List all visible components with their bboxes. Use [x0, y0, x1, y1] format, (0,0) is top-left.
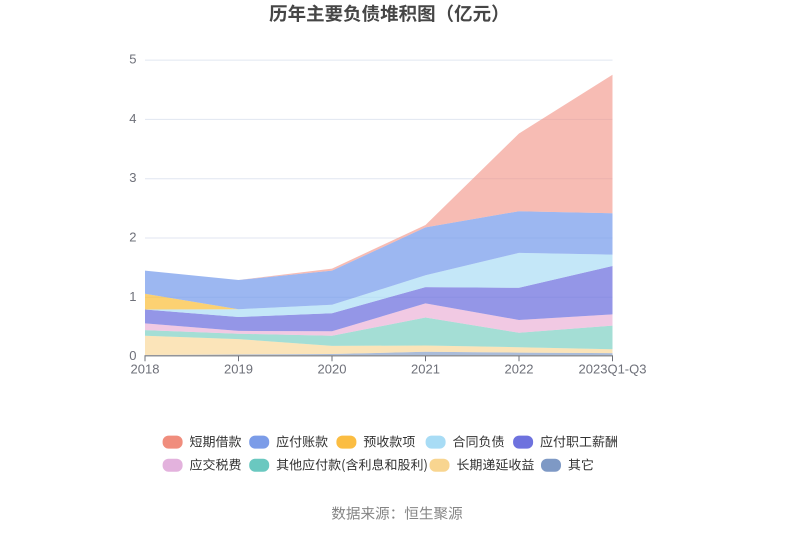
svg-text:2023Q1-Q3: 2023Q1-Q3: [579, 361, 647, 376]
svg-text:2: 2: [129, 230, 136, 245]
svg-text:2021: 2021: [411, 361, 440, 376]
svg-text:2020: 2020: [318, 361, 347, 376]
svg-text:3: 3: [129, 170, 136, 185]
svg-text:2019: 2019: [224, 361, 253, 376]
svg-text:2018: 2018: [131, 361, 160, 376]
svg-text:0: 0: [129, 348, 136, 363]
svg-text:5: 5: [129, 52, 136, 67]
svg-text:2022: 2022: [505, 361, 534, 376]
svg-text:4: 4: [129, 111, 136, 126]
svg-text:1: 1: [129, 289, 136, 304]
